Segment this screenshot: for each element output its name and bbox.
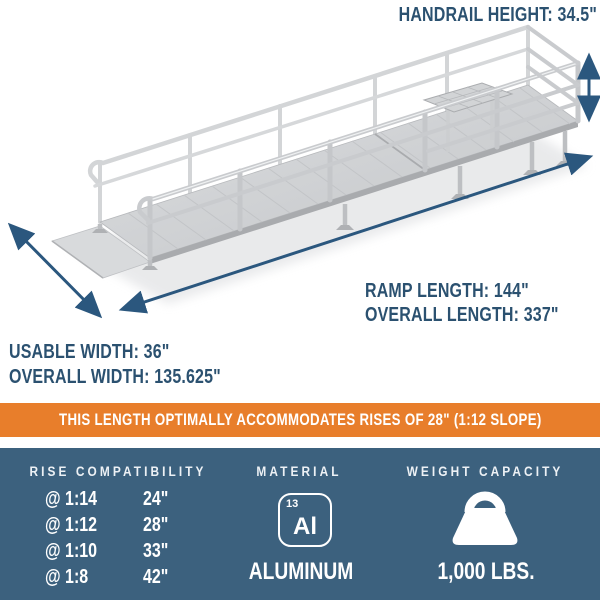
overall-width-label: OVERALL WIDTH: 135.625" — [9, 366, 221, 388]
element-symbol: Al — [293, 512, 317, 540]
slope-banner: THIS LENGTH OPTIMALLY ACCOMMODATES RISES… — [0, 403, 600, 437]
usable-width-label: USABLE WIDTH: 36" — [9, 341, 170, 363]
dimension-arrows — [7, 52, 600, 319]
weight-capacity-title: WEIGHT CAPACITY — [406, 464, 564, 479]
rise-row-ratio: @ 1:12 — [45, 514, 98, 536]
spec-panel: RISE COMPATIBILITY @ 1:14 24" @ 1:12 28"… — [0, 448, 600, 600]
rise-row-value: 42" — [143, 566, 169, 588]
rise-row-value: 24" — [143, 488, 169, 510]
weight-capacity-value: 1,000 LBS. — [437, 558, 535, 585]
periodic-element-aluminum-icon: 13 Al — [278, 493, 332, 547]
rise-row-ratio: @ 1:8 — [45, 566, 89, 588]
handrail-height-label: HANDRAIL HEIGHT: 34.5" — [398, 4, 597, 26]
ramp-illustration — [7, 24, 600, 319]
rise-row-ratio: @ 1:14 — [45, 488, 98, 510]
length-dimension-arrow — [118, 152, 594, 314]
rise-compatibility-title: RISE COMPATIBILITY — [29, 464, 207, 479]
width-dimension-arrow — [7, 222, 103, 319]
ramp-length-label: RAMP LENGTH: 144" — [365, 280, 529, 302]
weight-icon — [452, 491, 518, 545]
rise-row-value: 28" — [143, 514, 169, 536]
element-number: 13 — [286, 498, 299, 510]
rise-row-ratio: @ 1:10 — [45, 540, 98, 562]
material-title: MATERIAL — [256, 464, 342, 479]
overall-length-label: OVERALL LENGTH: 337" — [365, 304, 559, 326]
material-value: ALUMINUM — [248, 558, 354, 585]
slope-banner-text: THIS LENGTH OPTIMALLY ACCOMMODATES RISES… — [58, 410, 542, 429]
rise-row-value: 33" — [143, 540, 169, 562]
